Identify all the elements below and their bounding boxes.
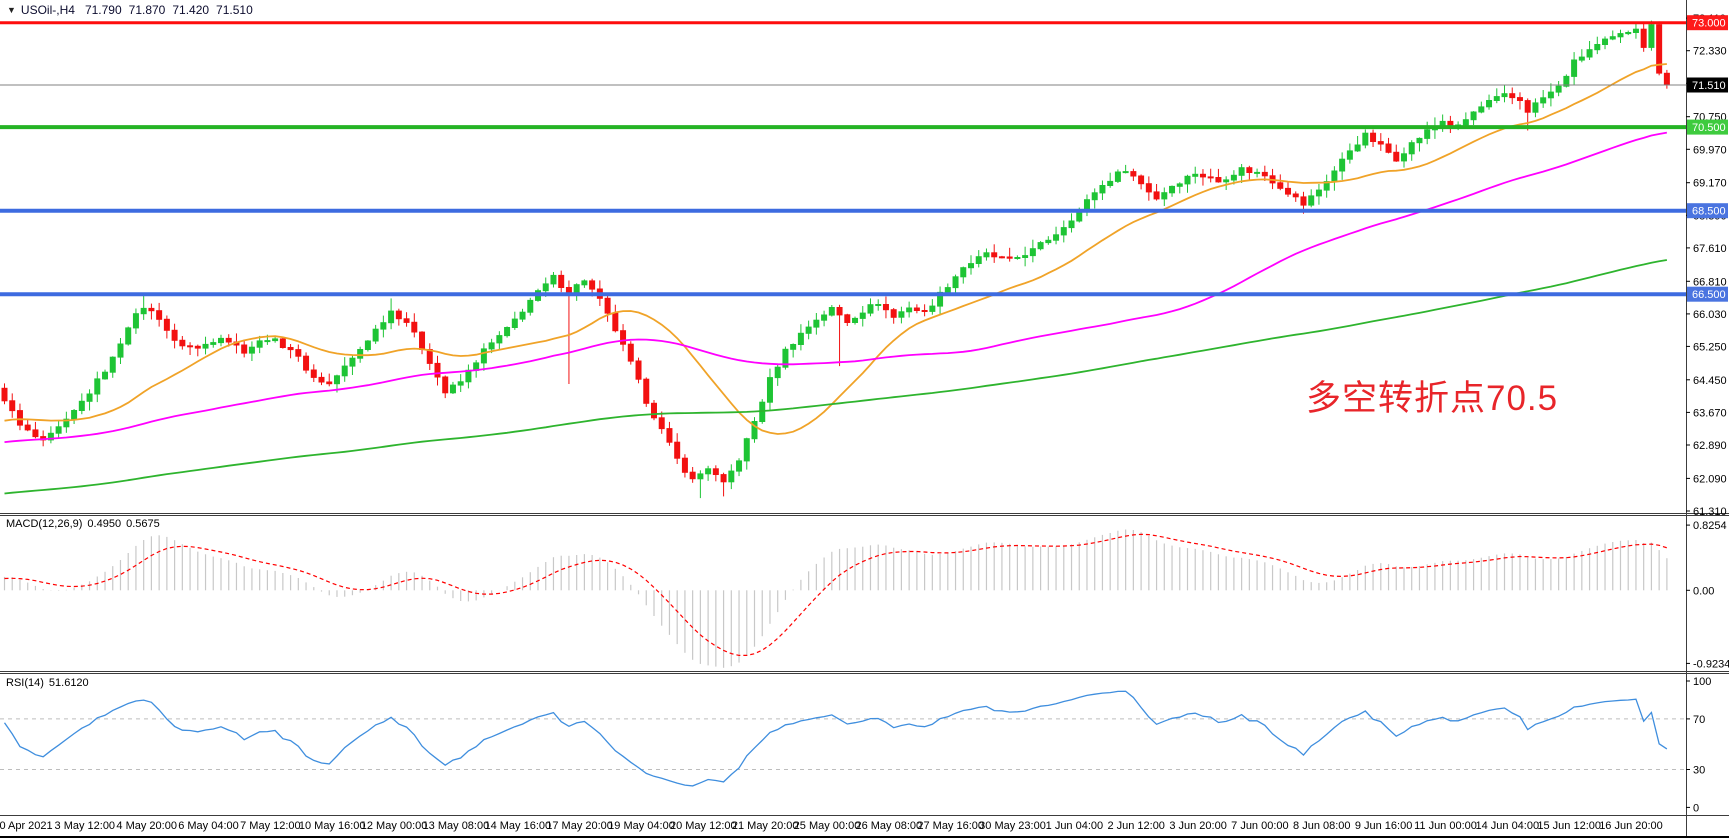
- price-tick-label: 67.610: [1693, 243, 1727, 255]
- ohlc-close: 71.510: [216, 3, 253, 17]
- rsi-tick-label: 70: [1693, 714, 1705, 726]
- time-tick-label: 9 Jun 16:00: [1355, 820, 1413, 832]
- ohlc-open: 71.790: [84, 3, 122, 17]
- time-tick-label: 12 May 00:00: [361, 820, 428, 832]
- time-tick-label: 4 May 20:00: [116, 820, 177, 832]
- rsi-tick-label: 100: [1693, 676, 1711, 688]
- price-axis[interactable]: 73.11072.33071.55070.75069.97069.17068.3…: [1686, 13, 1729, 814]
- time-tick-label: 3 May 12:00: [55, 820, 116, 832]
- rsi-pane[interactable]: [0, 690, 1686, 787]
- svg-text:68.500: 68.500: [1692, 206, 1726, 218]
- symbol-timeframe-label: USOil-,H4: [20, 3, 75, 17]
- ohlc-high: 71.870: [128, 3, 166, 17]
- time-tick-label: 21 May 20:00: [732, 820, 799, 832]
- time-tick-label: 27 May 16:00: [917, 820, 984, 832]
- svg-text:66.500: 66.500: [1692, 289, 1726, 301]
- time-tick-label: 13 May 08:00: [423, 820, 490, 832]
- ma-mid-line: [4, 131, 1668, 443]
- price-tick-label: 69.170: [1693, 178, 1727, 190]
- rsi-value: 51.6120: [48, 677, 89, 689]
- macd-tick-label: 0.00: [1693, 585, 1714, 597]
- price-tick-label: 61.310: [1693, 506, 1727, 518]
- pivot-annotation-text: 多空转折点70.5: [1306, 379, 1559, 418]
- price-tick-label: 64.450: [1693, 375, 1727, 387]
- macd-tick-label: -0.9234: [1693, 658, 1729, 670]
- svg-text:73.000: 73.000: [1692, 18, 1726, 30]
- price-tick-label: 62.890: [1693, 440, 1727, 452]
- time-tick-label: 6 May 04:00: [178, 820, 239, 832]
- time-tick-label: 10 May 16:00: [299, 820, 366, 832]
- svg-text:70.500: 70.500: [1692, 122, 1726, 134]
- price-tick-label: 63.670: [1693, 407, 1727, 419]
- price-tick-label: 65.250: [1693, 341, 1727, 353]
- time-tick-label: 15 Jun 12:00: [1537, 820, 1601, 832]
- macd-tick-label: 0.8254: [1693, 520, 1727, 532]
- main-chart-pane[interactable]: [0, 20, 1686, 499]
- time-tick-label: 7 May 12:00: [240, 820, 301, 832]
- chart-dropdown-icon[interactable]: ▼: [7, 5, 16, 15]
- time-tick-label: 20 May 12:00: [670, 820, 737, 832]
- time-tick-label: 1 Jun 04:00: [1046, 820, 1104, 832]
- time-tick-label: 25 May 00:00: [794, 820, 861, 832]
- macd-main-value: 0.4950: [87, 518, 122, 530]
- time-tick-label: 7 Jun 00:00: [1231, 820, 1289, 832]
- rsi-line: [3, 690, 1668, 787]
- rsi-indicator-label: RSI(14) 51.6120: [6, 677, 94, 689]
- ma-slow-line: [4, 259, 1668, 495]
- level-price-badge-70.500: 70.500: [1687, 119, 1728, 135]
- ma-fast-line: [4, 63, 1667, 435]
- symbol-header: ▼ USOil-,H4 71.790 71.870 71.420 71.510: [7, 3, 260, 17]
- level-price-badge-66.500: 66.500: [1687, 286, 1728, 302]
- macd-name: MACD(12,26,9): [6, 518, 83, 530]
- price-tick-label: 66.810: [1693, 276, 1727, 288]
- ohlc-low: 71.420: [172, 3, 210, 17]
- macd-indicator-label: MACD(12,26,9) 0.4950 0.5675: [6, 518, 165, 530]
- time-tick-label: 8 Jun 08:00: [1293, 820, 1351, 832]
- macd-signal-line: [4, 533, 1668, 657]
- time-tick-label: 11 Jun 00:00: [1414, 820, 1477, 832]
- time-tick-label: 30 May 23:00: [979, 820, 1046, 832]
- time-tick-label: 14 May 16:00: [484, 820, 551, 832]
- time-tick-label: 19 May 04:00: [608, 820, 675, 832]
- time-tick-label: 3 Jun 20:00: [1169, 820, 1227, 832]
- level-price-badge-68.500: 68.500: [1687, 203, 1728, 219]
- svg-text:71.510: 71.510: [1692, 80, 1726, 92]
- price-tick-label: 72.330: [1693, 46, 1727, 58]
- time-tick-label: 26 May 08:00: [855, 820, 922, 832]
- candles-layer: [1, 20, 1670, 499]
- macd-pane[interactable]: [3, 529, 1668, 668]
- current-price-badge: 71.510: [1687, 77, 1728, 93]
- rsi-tick-label: 30: [1693, 765, 1705, 777]
- price-tick-label: 62.090: [1693, 473, 1727, 485]
- macd-signal-value: 0.5675: [126, 518, 160, 530]
- time-tick-label: 16 Jun 20:00: [1599, 820, 1663, 832]
- level-price-badge-73.000: 73.000: [1687, 15, 1728, 31]
- price-tick-label: 66.030: [1693, 309, 1727, 321]
- time-tick-label: 30 Apr 2021: [0, 820, 53, 832]
- rsi-tick-label: 0: [1693, 802, 1699, 814]
- rsi-name: RSI(14): [6, 677, 44, 689]
- price-tick-label: 69.970: [1693, 144, 1727, 156]
- time-tick-label: 17 May 20:00: [546, 820, 613, 832]
- time-tick-label: 14 Jun 04:00: [1475, 820, 1539, 832]
- time-tick-label: 2 Jun 12:00: [1107, 820, 1165, 832]
